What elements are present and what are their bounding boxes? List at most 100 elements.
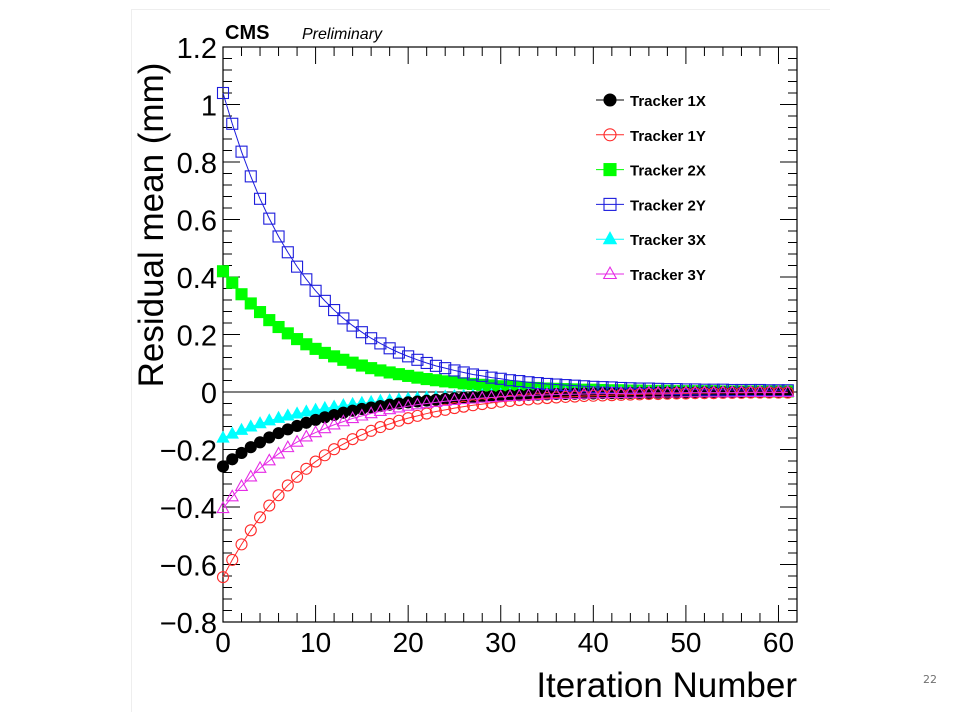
data-point-tracker-3y	[568, 386, 582, 399]
data-point-tracker-3y	[744, 384, 758, 397]
y-tick-label: 0.4	[177, 263, 217, 295]
data-point-tracker-2y	[485, 371, 498, 384]
data-point-tracker-3y	[429, 394, 443, 408]
x-tick-label: 40	[578, 627, 609, 658]
data-point-tracker-3y	[725, 385, 739, 398]
data-point-tracker-3y	[401, 398, 415, 411]
legend-label: Tracker 1Y	[630, 128, 706, 145]
data-point-tracker-1x	[253, 436, 267, 449]
legend-label: Tracker 3Y	[630, 267, 706, 284]
data-point-tracker-2y	[448, 364, 461, 377]
data-point-tracker-2y	[466, 368, 480, 381]
legend-marker	[603, 128, 617, 142]
data-point-tracker-1y	[402, 412, 415, 425]
data-point-tracker-2y	[281, 246, 294, 259]
y-tick-label: 0	[201, 378, 217, 410]
data-point-tracker-3x	[225, 426, 239, 439]
data-point-tracker-1y	[587, 389, 600, 402]
data-point-tracker-3y	[262, 453, 276, 466]
data-point-tracker-3y	[697, 385, 712, 398]
series-line-tracker-3y	[222, 391, 788, 509]
data-point-tracker-3y	[531, 387, 545, 400]
data-point-tracker-1x	[244, 441, 257, 454]
data-point-tracker-2y	[411, 353, 424, 366]
x-tick-label: 60	[763, 627, 794, 658]
data-point-tracker-1y	[281, 479, 294, 492]
data-point-tracker-1y	[383, 417, 396, 430]
data-point-tracker-2y	[605, 381, 618, 394]
x-tick-label: 20	[393, 627, 424, 658]
data-point-tracker-1y	[466, 399, 480, 412]
data-point-tracker-1y	[568, 390, 581, 403]
data-point-tracker-2y	[429, 359, 442, 372]
data-point-tracker-1y	[328, 443, 341, 456]
data-point-tracker-2y	[513, 375, 526, 388]
data-point-tracker-3x	[290, 406, 304, 419]
legend-marker	[602, 231, 618, 245]
data-point-tracker-2y	[494, 372, 507, 385]
data-point-tracker-3y	[716, 385, 730, 398]
data-point-tracker-3y	[688, 385, 702, 398]
data-point-tracker-1x	[235, 446, 248, 460]
data-point-tracker-2y	[226, 117, 239, 130]
legend-label: Tracker 2Y	[630, 197, 706, 214]
data-point-tracker-3y	[308, 425, 323, 438]
data-point-tracker-1y	[457, 400, 470, 413]
data-point-tracker-2y	[253, 192, 267, 205]
data-point-tracker-2x	[226, 276, 239, 289]
data-point-tracker-1y	[226, 553, 239, 566]
data-point-tracker-3y	[632, 385, 647, 398]
data-point-tracker-2y	[476, 369, 489, 382]
y-tick-label: 1	[201, 91, 217, 123]
data-point-tracker-2y	[559, 379, 572, 392]
data-point-tracker-1y	[596, 389, 609, 402]
data-point-tracker-2y	[503, 374, 517, 387]
y-tick-label: 0.8	[177, 148, 217, 180]
data-point-tracker-2y	[291, 260, 304, 273]
data-point-tracker-2x	[216, 265, 230, 278]
data-point-tracker-1y	[318, 449, 331, 462]
data-point-tracker-2y	[374, 337, 387, 350]
data-point-tracker-3y	[614, 385, 628, 399]
data-point-tracker-2y	[420, 356, 433, 370]
data-point-tracker-1y	[448, 402, 461, 415]
data-point-tracker-3x	[216, 430, 230, 443]
legend-marker	[603, 197, 617, 211]
data-point-tracker-2y	[244, 170, 257, 183]
data-point-tracker-3y	[781, 384, 795, 397]
data-point-tracker-1y	[374, 421, 387, 434]
data-point-tracker-3y	[549, 387, 563, 400]
data-point-tracker-1y	[392, 414, 405, 427]
data-point-tracker-2y	[272, 230, 285, 243]
status-label: Preliminary	[302, 26, 383, 43]
data-point-tracker-2y	[439, 362, 452, 375]
data-point-tracker-3y	[466, 391, 480, 404]
y-axis-title: Residual mean (mm)	[132, 63, 171, 388]
data-point-tracker-3y	[753, 384, 767, 397]
data-point-tracker-3y	[503, 388, 517, 401]
data-point-tracker-3y	[410, 397, 425, 410]
data-point-tracker-3y	[382, 402, 397, 415]
data-point-tracker-1y	[578, 389, 591, 403]
data-point-tracker-3y	[244, 469, 258, 482]
data-point-tracker-1y	[291, 470, 304, 483]
legend-label: Tracker 2X	[630, 163, 706, 180]
data-point-tracker-3y	[586, 386, 601, 399]
data-point-tracker-1y	[235, 538, 248, 551]
data-point-tracker-3y	[216, 500, 230, 514]
data-point-tracker-2y	[263, 212, 276, 225]
data-point-tracker-2y	[235, 145, 248, 158]
data-point-tracker-2y	[578, 380, 591, 393]
data-point-tracker-2y	[457, 366, 470, 379]
figure-frame	[131, 9, 830, 712]
y-tick-label: 0.2	[177, 321, 217, 353]
data-point-tracker-3x	[234, 422, 249, 435]
data-point-tracker-2y	[392, 346, 405, 359]
data-point-tracker-3y	[577, 386, 591, 399]
data-point-tracker-3y	[540, 387, 554, 400]
data-point-tracker-2y	[744, 383, 757, 397]
data-point-tracker-3y	[558, 386, 573, 399]
data-point-tracker-3x	[299, 404, 314, 417]
data-point-tracker-3y	[438, 393, 452, 406]
legend-marker	[602, 265, 618, 280]
